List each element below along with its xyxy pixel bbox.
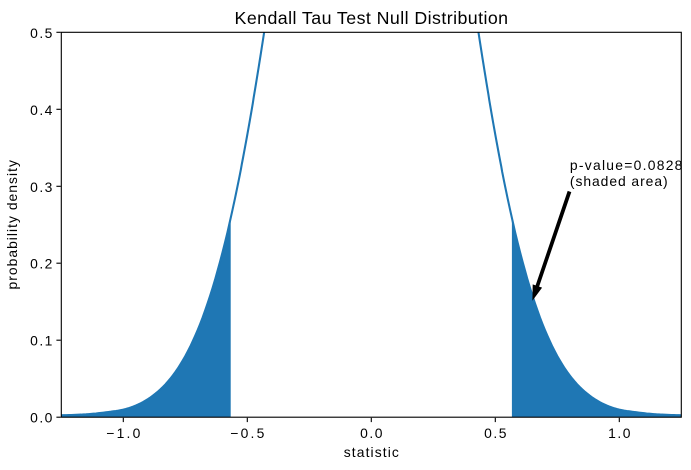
svg-text:(shaded area): (shaded area) xyxy=(570,173,668,189)
svg-text:−1.0: −1.0 xyxy=(106,425,140,441)
svg-text:0.5: 0.5 xyxy=(30,25,53,41)
svg-text:Kendall Tau Test Null Distribu: Kendall Tau Test Null Distribution xyxy=(235,8,509,28)
svg-text:0.3: 0.3 xyxy=(30,179,53,195)
svg-text:0.2: 0.2 xyxy=(30,256,53,272)
svg-text:0.0: 0.0 xyxy=(360,425,383,441)
svg-text:probability density: probability density xyxy=(4,160,20,289)
svg-text:0.0: 0.0 xyxy=(30,410,53,426)
svg-text:p-value=0.0828: p-value=0.0828 xyxy=(570,157,683,173)
svg-text:0.5: 0.5 xyxy=(484,425,507,441)
svg-text:−0.5: −0.5 xyxy=(230,425,264,441)
svg-text:0.4: 0.4 xyxy=(30,102,53,118)
svg-text:0.1: 0.1 xyxy=(30,333,53,349)
svg-text:statistic: statistic xyxy=(344,444,399,460)
svg-text:1.0: 1.0 xyxy=(608,425,631,441)
